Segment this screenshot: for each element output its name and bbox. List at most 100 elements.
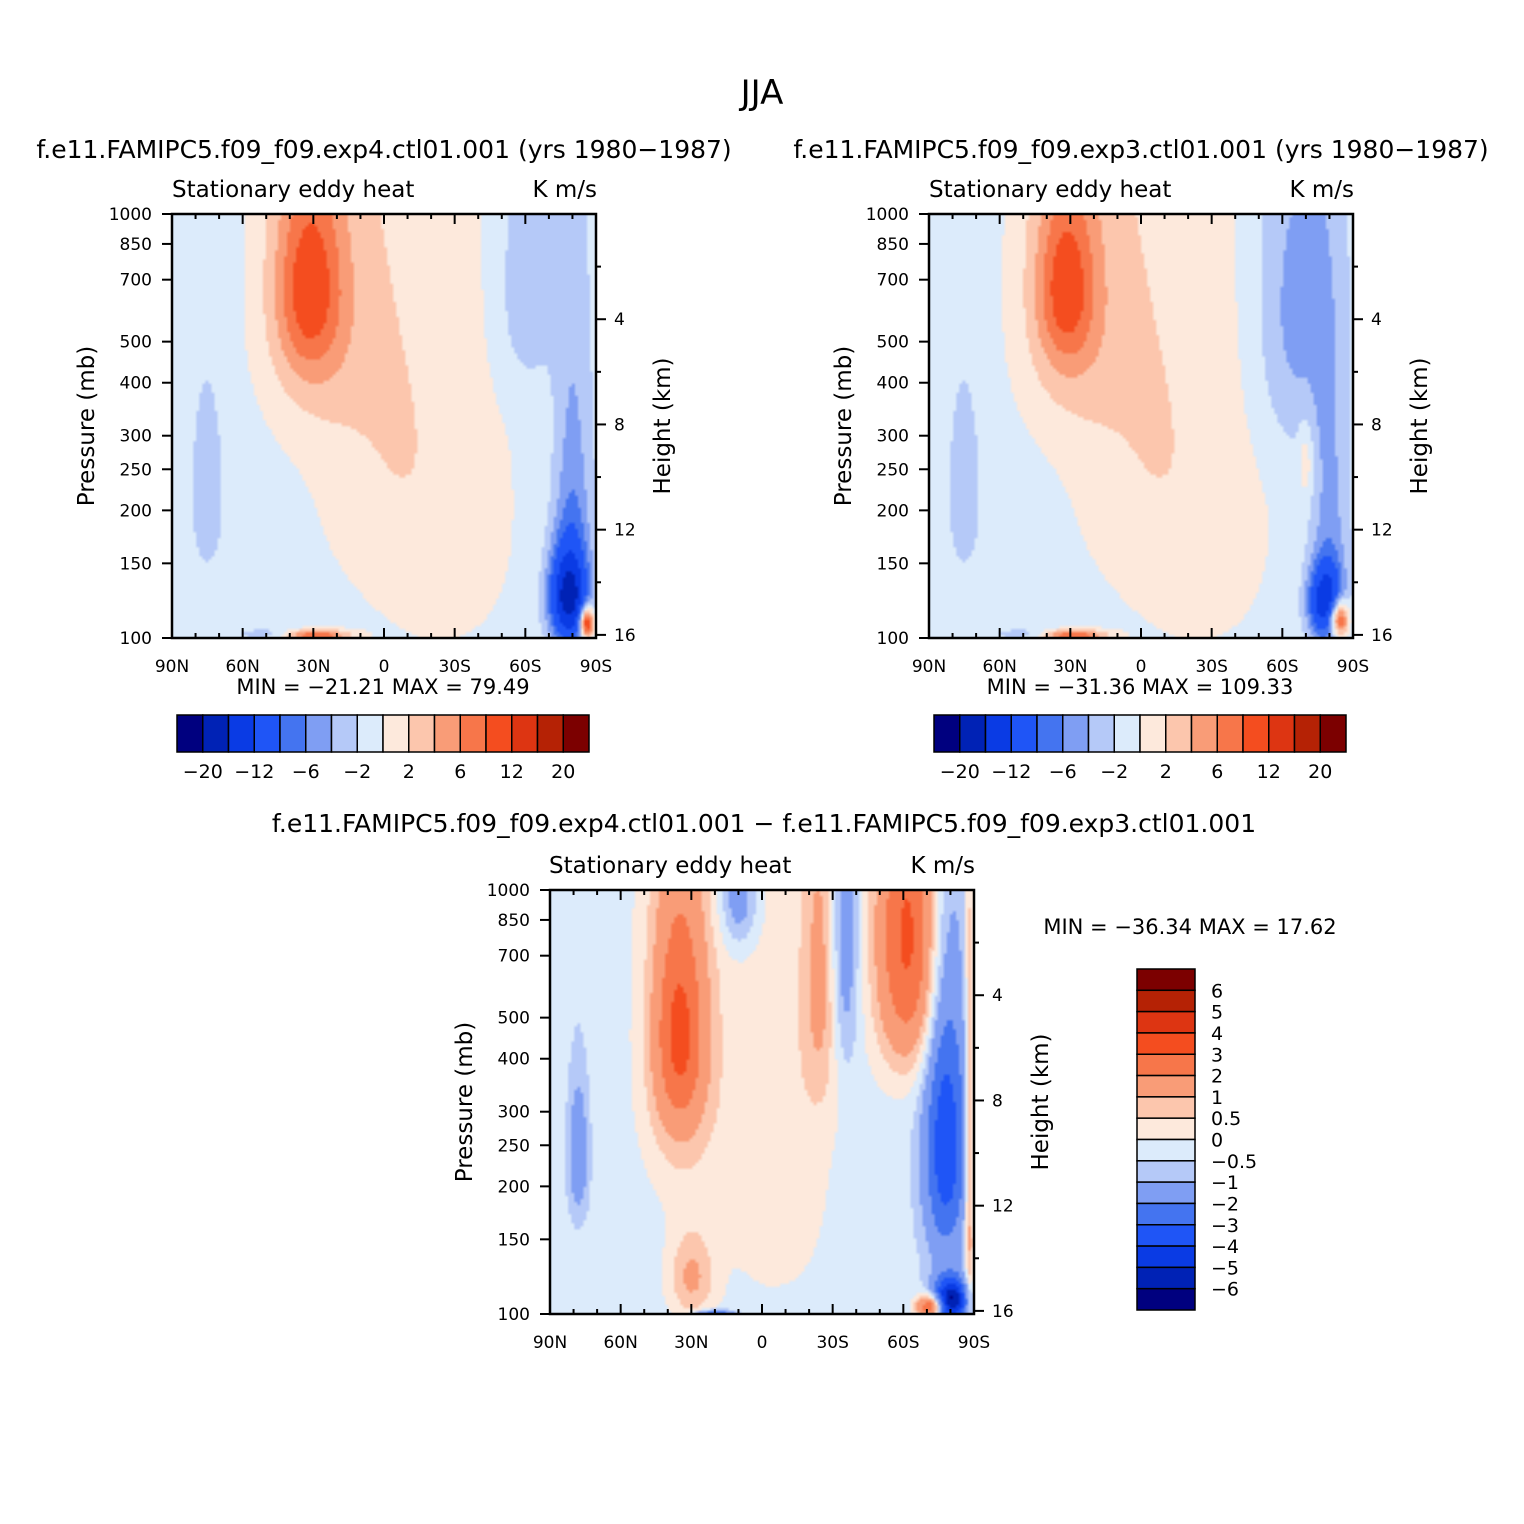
panel-diff-xtick-label: 0 xyxy=(757,1333,768,1353)
panel-exp4-colorbar-label: 12 xyxy=(500,761,524,783)
panel-diff-colorbar-box xyxy=(1136,1202,1196,1226)
panel-exp4-xtick-label: 30S xyxy=(438,657,470,677)
panel-exp3-colorbar-box xyxy=(1319,714,1347,753)
panel-exp4-ytick-label: 300 xyxy=(120,427,152,447)
panel-exp3-colorbar-box xyxy=(1165,714,1193,753)
panel-diff-ztick-label: 4 xyxy=(992,986,1003,1006)
panel-exp4-ytick-label: 700 xyxy=(120,271,152,291)
panel-diff-colorbar-label: 3 xyxy=(1211,1044,1223,1066)
panel-exp3-left-label: Stationary eddy heat xyxy=(929,177,1171,203)
panel-exp4-ytick-label: 400 xyxy=(120,374,152,394)
panel-exp4-ytick-label: 850 xyxy=(120,235,152,255)
panel-exp3-xtick-label: 60S xyxy=(1266,657,1298,677)
panel-exp4-contour-field xyxy=(172,214,596,638)
panel-exp4-ytick-label: 1000 xyxy=(109,205,152,225)
panel-diff-ytick-label: 250 xyxy=(498,1136,530,1156)
panel-exp3-colorbar-box xyxy=(1242,714,1270,753)
panel-diff-colorbar-box xyxy=(1136,1032,1196,1055)
panel-exp3-colorbar-box xyxy=(1010,714,1038,753)
panel-exp4-ytick-label: 250 xyxy=(120,460,152,480)
panel-exp3-colorbar-box xyxy=(1216,714,1244,753)
panel-exp4-xtick-label: 0 xyxy=(379,657,390,677)
panel-exp4-title: f.e11.FAMIPC5.f09_f09.exp4.ctl01.001 (yr… xyxy=(36,135,731,164)
panel-diff-colorbar-label: −4 xyxy=(1211,1236,1239,1258)
panel-exp3-ytick-label: 850 xyxy=(877,235,909,255)
panel-diff-ytick-label: 500 xyxy=(498,1009,530,1029)
panel-exp3-xtick-label: 30S xyxy=(1195,657,1227,677)
panel-diff-ztick-label: 16 xyxy=(992,1302,1014,1322)
panel-exp4-colorbar-box xyxy=(305,714,333,753)
panel-exp4-ylabel: Pressure (mb) xyxy=(74,346,100,506)
panel-exp4-stats: MIN = −21.21 MAX = 79.49 xyxy=(236,675,529,699)
panel-exp3-ztick-label: 16 xyxy=(1371,626,1393,646)
panel-exp3-ztick-label: 8 xyxy=(1371,415,1382,435)
panel-exp3-ytick-label: 100 xyxy=(877,629,909,649)
panel-diff-colorbar-label: −0.5 xyxy=(1211,1151,1257,1173)
panel-diff-xtick-label: 60S xyxy=(887,1333,919,1353)
panel-diff-ztick-label: 8 xyxy=(992,1091,1003,1111)
panel-diff: f.e11.FAMIPC5.f09_f09.exp4.ctl01.001 − f… xyxy=(272,809,1337,1353)
panel-exp4-colorbar-box xyxy=(562,714,590,753)
panel-diff-colorbar-label: 2 xyxy=(1211,1066,1223,1088)
panel-diff-stats: MIN = −36.34 MAX = 17.62 xyxy=(1043,915,1336,939)
panel-diff-ytick-label: 700 xyxy=(498,947,530,967)
panel-diff-colorbar-box xyxy=(1136,1053,1196,1077)
panel-diff-colorbar-box xyxy=(1136,1181,1196,1205)
panel-diff-colorbar-box xyxy=(1136,1074,1196,1098)
panel-diff-ytick-label: 150 xyxy=(498,1230,530,1250)
panel-diff-colorbar-box xyxy=(1136,1287,1196,1311)
panel-exp3-colorbar-box xyxy=(933,714,961,753)
panel-exp4-colorbar-box xyxy=(279,714,307,753)
panel-exp4-colorbar-label: 6 xyxy=(454,761,466,783)
panel-exp4-colorbar-box xyxy=(408,714,436,753)
panel-exp3-ytick-label: 500 xyxy=(877,333,909,353)
panel-exp3-colorbar-box xyxy=(1113,714,1141,753)
panel-diff-ytick-label: 850 xyxy=(498,911,530,931)
panel-diff-xtick-label: 60N xyxy=(603,1333,637,1353)
panel-exp4-colorbar-label: 2 xyxy=(403,761,415,783)
panel-exp3-colorbar-label: 12 xyxy=(1257,761,1281,783)
panel-exp4-left-label: Stationary eddy heat xyxy=(172,177,414,203)
panel-diff-colorbar-box xyxy=(1136,989,1196,1013)
panel-diff-colorbar-box xyxy=(1136,1010,1196,1034)
panel-exp3-ytick-label: 700 xyxy=(877,271,909,291)
panel-exp4-colorbar-box xyxy=(227,714,255,753)
panel-exp3-colorbar-box xyxy=(1293,714,1321,753)
panel-exp4-colorbar-box xyxy=(330,714,358,753)
panel-diff-colorbar-label: −1 xyxy=(1211,1172,1239,1194)
panel-exp3-colorbar-box xyxy=(1268,714,1296,753)
panel-diff-colorbar-label: 6 xyxy=(1211,980,1223,1002)
panel-exp4-colorbar-box xyxy=(459,714,487,753)
panel-exp4-colorbar-label: −2 xyxy=(343,761,371,783)
panel-exp4-ytick-label: 200 xyxy=(120,501,152,521)
panel-diff-colorbar-box xyxy=(1136,1266,1196,1290)
panel-exp4-xtick-label: 60N xyxy=(225,657,259,677)
panel-exp3-ztick-label: 4 xyxy=(1371,310,1382,330)
panel-exp3-ytick-label: 150 xyxy=(877,554,909,574)
panel-exp4-ztick-label: 8 xyxy=(614,415,625,435)
panel-diff-contour-field xyxy=(550,890,974,1314)
panel-diff-xtick-label: 30N xyxy=(674,1333,708,1353)
panel-exp4-colorbar-box xyxy=(433,714,461,753)
panel-diff-colorbar-label: −2 xyxy=(1211,1193,1239,1215)
panel-diff-left-label: Stationary eddy heat xyxy=(549,853,791,879)
panel-exp4-ztick-label: 4 xyxy=(614,310,625,330)
page-title: JJA xyxy=(739,73,784,113)
panel-exp4-ylabel-right: Height (km) xyxy=(650,357,676,494)
panel-diff-colorbar-label: −5 xyxy=(1211,1257,1239,1279)
panel-exp3-xtick-label: 0 xyxy=(1136,657,1147,677)
panel-diff-colorbar-label: 5 xyxy=(1211,1002,1223,1024)
panel-diff-xtick-label: 90S xyxy=(958,1333,990,1353)
panel-exp3-contour-field xyxy=(929,214,1353,638)
panel-exp3-xtick-label: 90N xyxy=(912,657,946,677)
panel-exp3-ylabel: Pressure (mb) xyxy=(831,346,857,506)
panel-exp3-stats: MIN = −31.36 MAX = 109.33 xyxy=(987,675,1294,699)
panel-exp3-colorbar-label: 20 xyxy=(1308,761,1332,783)
panel-diff-ytick-label: 1000 xyxy=(487,881,530,901)
panel-exp3-colorbar-box xyxy=(1087,714,1115,753)
panel-exp4-colorbar-label: −20 xyxy=(183,761,223,783)
panel-exp4-ztick-label: 12 xyxy=(614,521,636,541)
panel-exp3-ytick-label: 250 xyxy=(877,460,909,480)
panel-exp4-ytick-label: 150 xyxy=(120,554,152,574)
panel-diff-colorbar-box xyxy=(1136,1117,1196,1141)
